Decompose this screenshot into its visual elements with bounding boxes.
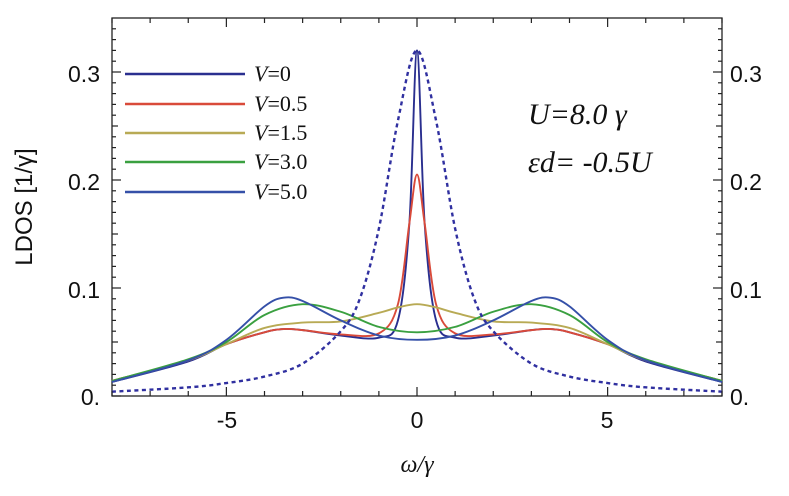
series-line-4 xyxy=(111,296,723,383)
series-line-1 xyxy=(111,173,723,382)
legend-label-2: V=1.5 xyxy=(254,120,307,145)
series-line-5 xyxy=(111,49,723,393)
ytick-right-0: 0. xyxy=(730,384,749,410)
legend-label-1: V=0.5 xyxy=(254,91,307,116)
series-layer xyxy=(111,49,723,393)
ytick-right-3: 0.3 xyxy=(730,61,762,87)
legend-label-0: V=0 xyxy=(254,61,291,86)
legend-label-4: V=5.0 xyxy=(254,179,307,204)
ticks-layer xyxy=(111,18,723,397)
annotation-epsilon-d: εd= -0.5U xyxy=(528,146,654,179)
ytick-right-2: 0.2 xyxy=(730,169,762,195)
xtick-1: 0 xyxy=(411,407,424,433)
xtick-2: 5 xyxy=(601,407,614,433)
ytick-left-0: 0. xyxy=(81,384,100,410)
series-line-3 xyxy=(111,303,723,382)
x-axis-label: ω/γ xyxy=(400,452,434,478)
legend-label-3: V=3.0 xyxy=(254,149,307,174)
ytick-right-1: 0.1 xyxy=(730,277,762,303)
annotation-u: U=8.0 γ xyxy=(528,98,628,131)
legend: V=0 V=0.5 V=1.5 V=3.0 V=5.0 xyxy=(125,61,307,204)
xtick-0: -5 xyxy=(217,407,237,433)
ytick-left-3: 0.3 xyxy=(68,61,100,87)
ytick-left-1: 0.1 xyxy=(68,277,100,303)
y-axis-label: LDOS [1/γ] xyxy=(11,148,38,265)
ytick-left-2: 0.2 xyxy=(68,169,100,195)
series-line-2 xyxy=(111,303,723,382)
